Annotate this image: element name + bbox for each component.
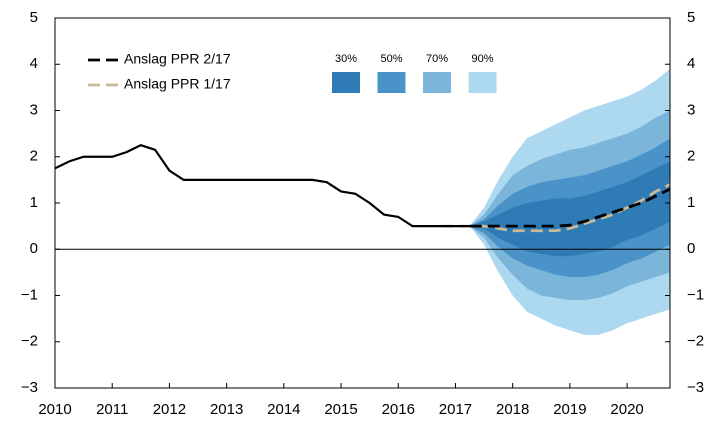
x-tick-label: 2017 bbox=[439, 401, 472, 418]
x-tick-label: 2010 bbox=[38, 401, 71, 418]
fan-band bbox=[469, 161, 670, 257]
line-forecast bbox=[469, 187, 671, 228]
y-tick-label: −3 bbox=[21, 379, 38, 396]
legend-label: Anslag PPR 2/17 bbox=[124, 51, 231, 67]
legend-swatch bbox=[423, 72, 451, 93]
legend-swatch bbox=[468, 72, 497, 93]
y2-tick-label: 3 bbox=[687, 101, 695, 118]
x-tick-label: 2019 bbox=[553, 401, 586, 418]
x-tick-label: 2011 bbox=[96, 401, 128, 418]
y2-tick-label: 5 bbox=[687, 9, 695, 26]
y-tick-label: 0 bbox=[30, 240, 38, 257]
legend-swatch bbox=[332, 72, 360, 93]
y-tick-label: −2 bbox=[21, 333, 38, 350]
y2-tick-label: −1 bbox=[687, 286, 704, 303]
legend-band-label: 90% bbox=[471, 53, 493, 65]
y-tick-label: 4 bbox=[30, 55, 38, 72]
y-tick-label: 5 bbox=[30, 9, 38, 26]
y2-tick-label: −3 bbox=[687, 379, 704, 396]
line-history bbox=[54, 144, 470, 228]
y-tick-label: 2 bbox=[30, 148, 38, 165]
legend-swatch bbox=[377, 72, 406, 93]
y-tick-label: 1 bbox=[30, 194, 38, 211]
x-tick-label: 2012 bbox=[153, 401, 186, 418]
y2-tick-label: 2 bbox=[687, 148, 695, 165]
y2-tick-label: 1 bbox=[687, 194, 695, 211]
x-tick-label: 2014 bbox=[267, 401, 300, 418]
y2-tick-label: 4 bbox=[687, 55, 695, 72]
y-tick-label: −1 bbox=[21, 286, 38, 303]
legend-band-label: 30% bbox=[335, 53, 357, 65]
y-tick-label: 3 bbox=[30, 101, 38, 118]
x-tick-label: 2015 bbox=[324, 401, 357, 418]
x-tick-label: 2020 bbox=[610, 401, 643, 418]
y2-tick-label: −2 bbox=[687, 333, 704, 350]
x-tick-label: 2016 bbox=[382, 401, 415, 418]
x-tick-label: 2018 bbox=[496, 401, 529, 418]
legend-label: Anslag PPR 1/17 bbox=[124, 76, 231, 92]
legend-band-label: 50% bbox=[380, 53, 402, 65]
legend-band-label: 70% bbox=[426, 53, 448, 65]
x-tick-label: 2013 bbox=[210, 401, 243, 418]
y2-tick-label: 0 bbox=[687, 240, 695, 257]
